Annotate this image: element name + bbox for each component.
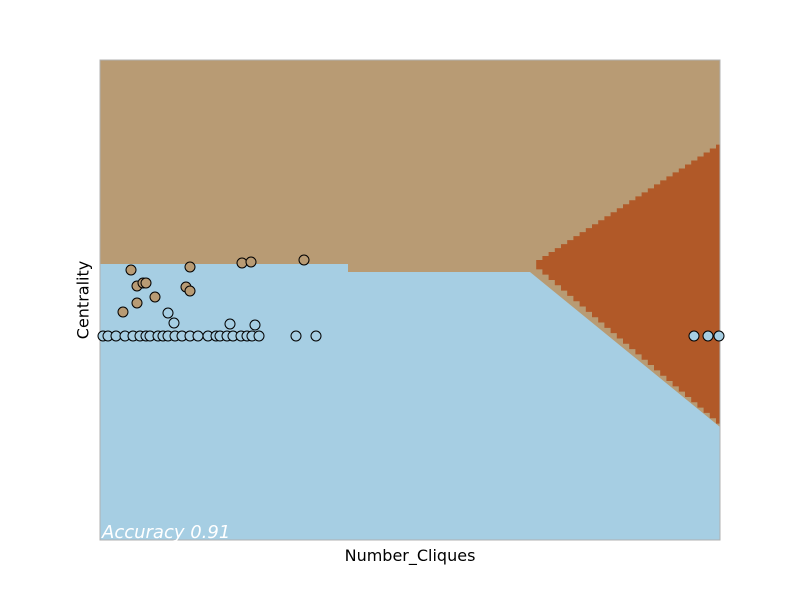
data-point-class-a	[245, 256, 257, 268]
data-point-class-a	[140, 277, 152, 289]
region-class-c	[530, 142, 720, 424]
y-axis-label: Centrality	[73, 260, 93, 340]
data-point-class-b	[249, 319, 261, 331]
data-point-class-a	[149, 291, 161, 303]
region-class-a	[100, 60, 720, 427]
data-point-class-a	[184, 285, 196, 297]
data-point-class-b	[162, 307, 174, 319]
data-point-class-b	[224, 318, 236, 330]
data-point-class-b	[253, 330, 265, 342]
data-point-class-b	[290, 330, 302, 342]
data-point-class-a	[117, 306, 129, 318]
data-point-class-a	[298, 254, 310, 266]
data-point-class-b	[702, 330, 714, 342]
data-point-class-a	[131, 297, 143, 309]
data-point-class-b	[688, 330, 700, 342]
data-point-class-b	[713, 330, 725, 342]
data-point-class-b	[310, 330, 322, 342]
data-point-class-a	[184, 261, 196, 273]
data-point-class-b	[192, 330, 204, 342]
plot-frame	[99, 59, 721, 541]
data-point-class-a	[125, 264, 137, 276]
data-point-class-b	[168, 317, 180, 329]
accuracy-annotation: Accuracy 0.91	[102, 522, 231, 543]
x-axis-label: Number_Cliques	[344, 546, 476, 565]
decision-regions	[100, 60, 720, 540]
data-points	[97, 254, 725, 342]
data-point-class-a	[236, 257, 248, 269]
